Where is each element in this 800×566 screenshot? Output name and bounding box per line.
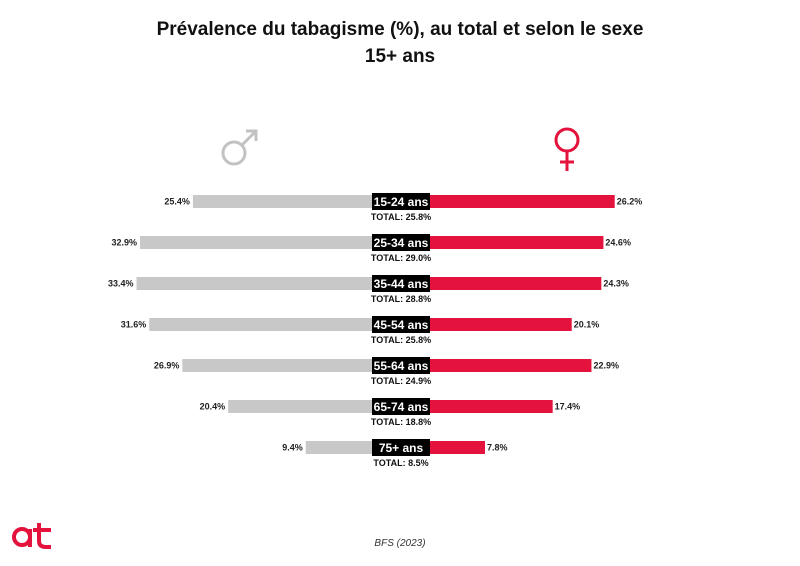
male-value-label: 20.4% [200, 402, 226, 412]
total-label: TOTAL: 28.8% [371, 294, 431, 304]
total-label: TOTAL: 24.9% [371, 376, 431, 386]
female-value-label: 22.9% [593, 361, 619, 371]
age-group-label: 65-74 ans [374, 400, 429, 414]
male-value-label: 31.6% [121, 320, 147, 330]
total-label: TOTAL: 29.0% [371, 253, 431, 263]
female-bar [430, 236, 604, 249]
age-group-label: 35-44 ans [374, 277, 429, 291]
male-value-label: 9.4% [282, 443, 303, 453]
age-group-label: 55-64 ans [374, 359, 429, 373]
age-label-bg [372, 234, 430, 251]
age-label-bg [372, 275, 430, 292]
age-label-bg [372, 439, 430, 456]
female-bar [430, 441, 485, 454]
chart-title: Prévalence du tabagisme (%), au total et… [156, 19, 644, 40]
age-label-bg [372, 357, 430, 374]
female-bar [430, 400, 553, 413]
male-bar [140, 236, 372, 249]
male-value-label: 33.4% [108, 279, 134, 289]
female-bar [430, 195, 615, 208]
male-bar [192, 195, 372, 208]
male-bar [305, 441, 372, 454]
age-group-label: 15-24 ans [374, 195, 429, 209]
female-value-label: 24.3% [603, 279, 629, 289]
male-bar [228, 400, 372, 413]
female-symbol-icon [554, 127, 580, 171]
total-label: TOTAL: 8.5% [373, 458, 428, 468]
male-value-label: 32.9% [112, 238, 138, 248]
age-group-label: 75+ ans [379, 441, 424, 455]
male-bar [182, 359, 372, 372]
female-value-label: 24.6% [605, 238, 631, 248]
age-label-bg [372, 316, 430, 333]
female-value-label: 17.4% [555, 402, 581, 412]
female-bar [430, 359, 592, 372]
female-bar [430, 277, 602, 290]
male-symbol-icon [221, 129, 258, 166]
age-label-bg [372, 398, 430, 415]
female-value-label: 20.1% [574, 320, 600, 330]
female-value-label: 7.8% [487, 443, 508, 453]
total-label: TOTAL: 25.8% [371, 212, 431, 222]
chart-subtitle: 15+ ans [364, 46, 436, 67]
male-value-label: 25.4% [164, 197, 190, 207]
total-label: TOTAL: 18.8% [371, 417, 431, 427]
male-bar [149, 318, 372, 331]
source-note: BFS (2023) [374, 538, 426, 549]
at-logo-icon [12, 523, 51, 549]
female-value-label: 26.2% [617, 197, 643, 207]
total-label: TOTAL: 25.8% [371, 335, 431, 345]
age-label-bg [372, 193, 430, 210]
age-group-label: 25-34 ans [374, 236, 429, 250]
bars-group: 15-24 ans 25.4% 26.2% TOTAL: 25.8% 25-34 ans… [108, 193, 642, 468]
female-bar [430, 318, 572, 331]
male-value-label: 26.9% [154, 361, 180, 371]
age-group-label: 45-54 ans [374, 318, 429, 332]
male-bar [136, 277, 372, 290]
